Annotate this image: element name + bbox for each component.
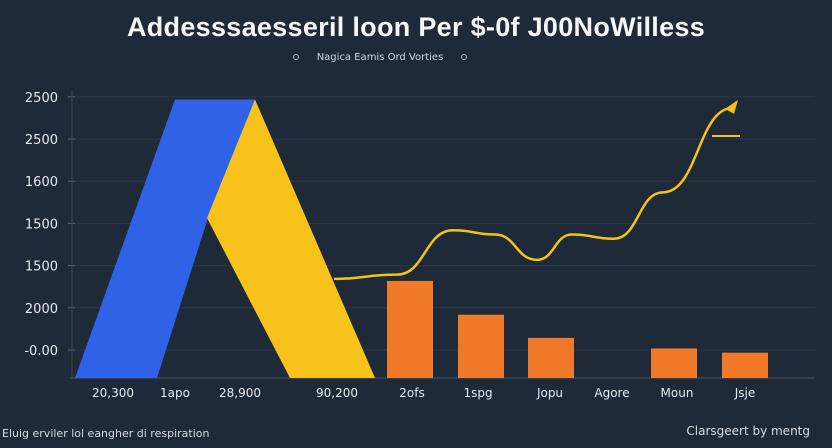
x-tick-label: 1apo (160, 386, 190, 400)
bar-Jsje (722, 352, 768, 378)
y-tick-label: -0.00 (24, 344, 58, 359)
bar-2ofs (387, 280, 433, 378)
subtitle-text: Nagica Eamis Ord Vorties (316, 52, 444, 63)
bar-Jopu (528, 337, 574, 378)
bar-1spg (458, 314, 504, 378)
x-tick-label: Jopu (536, 386, 563, 400)
y-tick-label: 1600 (25, 175, 58, 190)
x-tick-label: 20,300 (92, 386, 134, 400)
x-tick-label: Agore (594, 386, 629, 400)
x-tick-label: 90,200 (316, 386, 358, 400)
bar-Moun (651, 348, 697, 378)
y-tick-label: 1500 (25, 217, 58, 232)
legend-marker-icon (292, 54, 299, 60)
chart-subtitle: Nagica Eamis Ord Vorties (0, 52, 760, 63)
chart-title: Addesssaesseril loon Per $-0f J00NoWille… (126, 12, 706, 42)
yellow-area-shape (207, 99, 375, 378)
x-tick-label: 1spg (463, 386, 492, 400)
footnote-right: Clarsgeert by mentg (686, 424, 810, 438)
trend-line (333, 106, 734, 281)
y-tick-label: 2000 (25, 302, 58, 317)
y-tick-label: 1500 (25, 260, 58, 275)
x-tick-label: 28,900 (219, 386, 261, 400)
legend-marker-icon (461, 54, 468, 60)
trend-arrow-icon (725, 99, 738, 114)
y-tick-label: 2500 (25, 133, 58, 148)
blue-area-shape (75, 99, 255, 378)
x-tick-label: Moun (661, 386, 694, 400)
x-tick-label: Jsje (734, 386, 756, 400)
y-tick-label: 2500 (25, 91, 58, 106)
x-tick-label: 2ofs (399, 386, 424, 400)
footnote-left: Eluig erviler lol eangher di respiration (2, 427, 210, 440)
